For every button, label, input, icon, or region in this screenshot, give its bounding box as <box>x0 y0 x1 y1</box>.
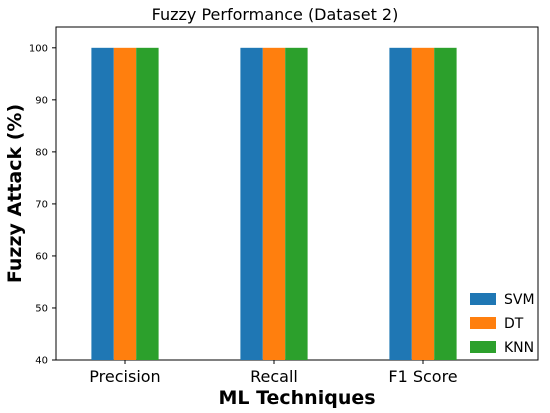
legend-label-knn: KNN <box>504 340 534 356</box>
y-tick-label: 60 <box>35 251 48 262</box>
bar-knn-precision <box>136 47 159 360</box>
bars-group <box>91 47 457 360</box>
y-tick-label: 90 <box>35 95 48 106</box>
x-tick-label: Recall <box>250 367 298 386</box>
y-tick-label: 40 <box>35 356 48 367</box>
y-tick-label: 70 <box>35 199 48 210</box>
y-axis-ticks: 40 50 60 70 80 90 100 <box>29 43 56 367</box>
bar-svm-f1-score <box>389 47 412 360</box>
x-axis-label: ML Techniques <box>218 387 375 409</box>
legend: SVM DT KNN <box>470 292 535 356</box>
bar-dt-precision <box>113 47 137 360</box>
bar-knn-recall <box>285 47 308 360</box>
y-tick-label: 50 <box>35 303 48 314</box>
bar-svm-recall <box>240 47 263 360</box>
legend-label-dt: DT <box>504 316 524 332</box>
x-tick-label: Precision <box>89 367 160 386</box>
bar-dt-recall <box>262 47 286 360</box>
x-axis-ticks: Precision Recall F1 Score <box>89 360 458 386</box>
y-tick-label: 100 <box>29 43 48 54</box>
legend-label-svm: SVM <box>504 292 535 308</box>
bar-svm-precision <box>91 47 114 360</box>
legend-swatch-knn <box>470 341 496 353</box>
x-tick-label: F1 Score <box>388 367 457 386</box>
legend-swatch-dt <box>470 317 496 329</box>
bar-dt-f1-score <box>411 47 435 360</box>
bar-knn-f1-score <box>434 47 457 360</box>
chart-title: Fuzzy Performance (Dataset 2) <box>152 5 399 24</box>
y-tick-label: 80 <box>35 147 48 158</box>
y-axis-label: Fuzzy Attack (%) <box>4 104 26 283</box>
legend-swatch-svm <box>470 293 496 305</box>
